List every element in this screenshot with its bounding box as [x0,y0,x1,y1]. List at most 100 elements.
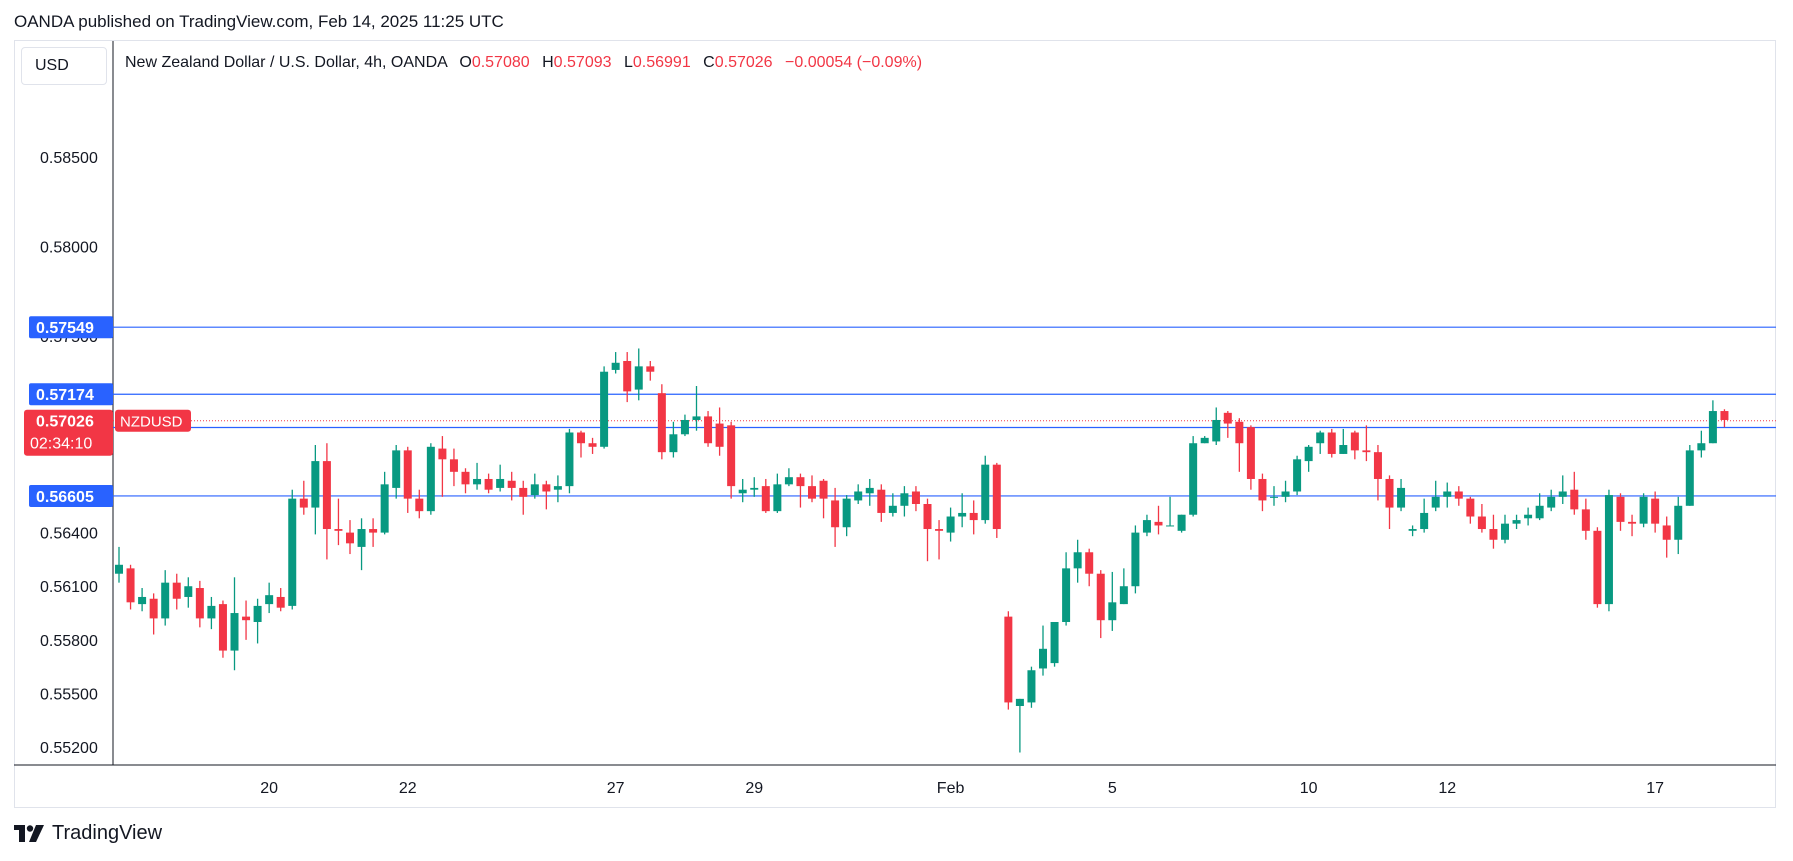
candle[interactable] [738,478,747,503]
candle[interactable] [1408,525,1417,537]
candle[interactable] [577,430,585,458]
candle[interactable] [369,518,378,547]
candle[interactable] [1212,407,1221,446]
candle[interactable] [253,598,262,644]
candle[interactable] [831,487,840,547]
candle[interactable] [542,480,551,510]
candle[interactable] [484,473,493,494]
candle[interactable] [634,348,643,401]
candle[interactable] [1524,507,1533,526]
candle[interactable] [1154,505,1163,535]
candle[interactable] [138,588,147,612]
candle[interactable] [646,360,655,381]
candle[interactable] [1246,425,1255,490]
candle[interactable] [392,445,401,499]
candle[interactable] [992,462,1001,538]
candle[interactable] [1235,418,1244,472]
candle[interactable] [1501,514,1509,544]
candle[interactable] [1547,489,1556,512]
candle[interactable] [1142,514,1151,537]
candle[interactable] [172,573,181,610]
candle[interactable] [877,484,886,522]
candle[interactable] [1004,611,1013,710]
candle[interactable] [276,588,285,612]
candle[interactable] [923,498,932,562]
candle[interactable] [311,445,320,535]
candle[interactable] [819,478,828,519]
candle[interactable] [1258,473,1267,512]
candle[interactable] [242,600,251,640]
candle[interactable] [461,468,470,494]
candle[interactable] [1466,496,1475,524]
candle[interactable] [1512,514,1521,530]
candle[interactable] [473,462,482,490]
candle[interactable] [704,411,713,447]
candle[interactable] [1015,698,1024,753]
candle[interactable] [1108,571,1117,631]
candle[interactable] [981,455,990,524]
candle[interactable] [842,495,851,537]
candle[interactable] [680,414,689,437]
candle[interactable] [1477,504,1486,533]
candle[interactable] [449,448,458,487]
candle[interactable] [669,421,678,458]
candle[interactable] [426,443,435,515]
candle[interactable] [288,489,297,610]
candle[interactable] [346,520,354,555]
candle[interactable] [1166,496,1175,527]
candle[interactable] [854,484,863,505]
candle[interactable] [796,473,805,508]
candle[interactable] [507,471,516,501]
candle[interactable] [553,475,562,503]
candle[interactable] [565,428,574,494]
candle[interactable] [1570,471,1579,515]
candle[interactable] [761,478,770,513]
candle[interactable] [403,446,412,513]
currency-selector-button[interactable]: USD [21,47,107,85]
candle[interactable] [126,564,135,610]
candle[interactable] [1662,516,1671,558]
candle[interactable] [1362,425,1371,462]
candle[interactable] [715,407,724,456]
candle[interactable] [1223,411,1232,438]
candle[interactable] [1096,570,1105,639]
candle[interactable] [1131,525,1140,594]
candle[interactable] [600,366,609,449]
candle[interactable] [1593,527,1602,608]
candle[interactable] [1616,493,1625,531]
candle[interactable] [611,352,620,374]
candle[interactable] [808,475,816,503]
candle[interactable] [299,480,308,515]
candle[interactable] [184,577,193,608]
candle[interactable] [588,437,597,454]
candle[interactable] [530,473,539,499]
candle[interactable] [1639,493,1648,528]
candle[interactable] [1281,480,1290,503]
candle[interactable] [623,352,632,403]
candle[interactable] [1720,409,1729,428]
candle[interactable] [1073,539,1082,583]
candle[interactable] [230,577,239,671]
candle[interactable] [1535,493,1544,521]
candle[interactable] [357,518,366,571]
candle[interactable] [115,546,123,583]
candle[interactable] [207,596,216,630]
candle[interactable] [1674,496,1683,555]
candle[interactable] [1628,514,1637,537]
candle[interactable] [218,600,227,658]
candle[interactable] [149,593,158,635]
candle[interactable] [969,500,978,535]
candle[interactable] [1385,475,1394,530]
candle[interactable] [380,471,389,535]
candle[interactable] [1200,436,1209,444]
candle[interactable] [1350,430,1359,460]
candle[interactable] [1708,400,1717,444]
candle[interactable] [900,486,909,517]
candle[interactable] [1085,548,1094,587]
candle[interactable] [1177,514,1186,533]
candle[interactable] [1397,478,1406,512]
candle[interactable] [265,582,274,614]
candle[interactable] [334,498,343,546]
candle[interactable] [519,480,528,515]
candle[interactable] [1050,621,1059,667]
